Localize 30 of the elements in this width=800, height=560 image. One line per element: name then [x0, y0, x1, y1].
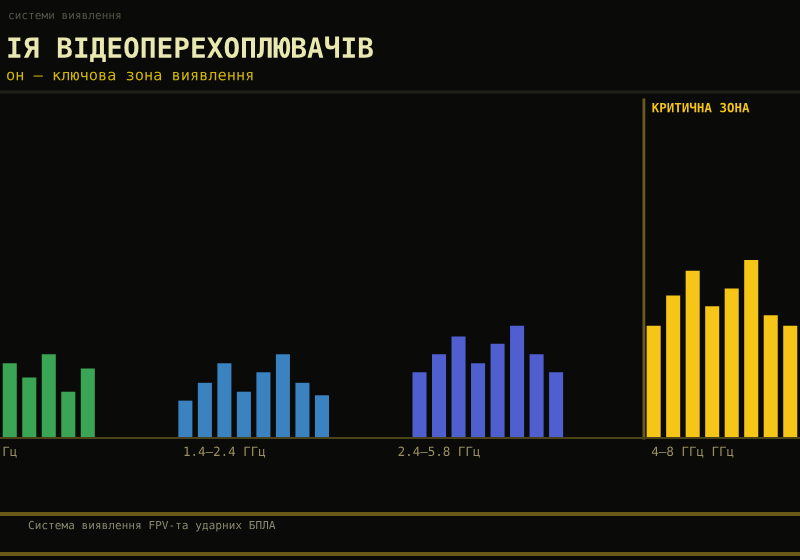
- bar: [41, 354, 56, 438]
- bar: [236, 391, 251, 438]
- bar: [412, 372, 427, 438]
- bar: [646, 325, 661, 438]
- bar: [529, 354, 544, 438]
- bar: [724, 288, 739, 438]
- bar: [451, 336, 466, 438]
- bar: [666, 295, 681, 438]
- bar: [705, 306, 720, 438]
- bar: [490, 343, 505, 438]
- bar: [275, 354, 290, 438]
- bar: [178, 400, 193, 438]
- bar: [2, 363, 17, 438]
- bar: [783, 325, 798, 438]
- bar: [763, 315, 778, 438]
- bar: [471, 363, 486, 438]
- bar: [22, 377, 37, 438]
- bar: [510, 325, 525, 438]
- bar: [61, 391, 76, 438]
- bar: [432, 354, 447, 438]
- bar: [295, 382, 310, 438]
- bar: [744, 260, 759, 438]
- bar: [549, 372, 564, 438]
- bar: [80, 368, 95, 438]
- bar: [256, 372, 271, 438]
- chart-title: ІЯ ВІДЕОПЕРЕХОПЛЮВАЧІВ: [8, 36, 373, 63]
- bar: [314, 395, 329, 438]
- bar: [217, 363, 232, 438]
- bar: [685, 270, 700, 438]
- bar: [197, 382, 212, 438]
